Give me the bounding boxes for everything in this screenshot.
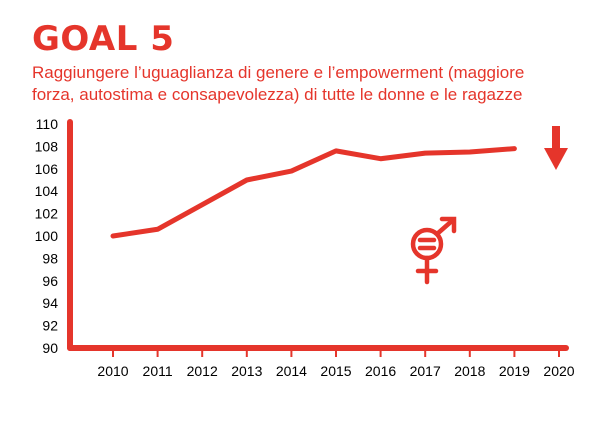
x-tick-label: 2012 [187,363,218,379]
x-tick-label: 2017 [410,363,441,379]
y-tick-label: 92 [42,318,58,334]
x-axis-ticks: 2010 2011 2012 2013 2014 2015 2016 2017 2018 2019… [97,348,575,379]
y-tick-label: 110 [36,116,59,132]
y-tick-label: 96 [42,273,58,289]
goal-subtitle: Raggiungere l’uguaglianza di genere e l’… [32,62,572,106]
x-tick-label: 2020 [543,363,574,379]
x-tick-label: 2010 [97,363,128,379]
x-tick-label: 2013 [231,363,262,379]
y-tick-label: 106 [35,161,59,177]
goal-title: GOAL 5 [32,19,175,59]
x-tick-label: 2015 [320,363,351,379]
series-line [110,146,517,239]
y-tick-label: 102 [35,206,59,222]
subtitle-line-2: forza, autostima e consapevolezza) di tu… [32,85,523,104]
subtitle-line-1: Raggiungere l’uguaglianza di genere e l’… [32,63,525,82]
x-tick-label: 2018 [454,363,485,379]
y-tick-label: 90 [42,340,58,356]
down-arrow-icon [544,126,568,170]
y-tick-label: 98 [42,250,58,266]
x-tick-label: 2014 [276,363,307,379]
gender-equality-icon [410,216,457,285]
y-tick-label: 100 [35,228,59,244]
y-tick-label: 104 [35,183,59,199]
y-axis-ticks: 90 92 94 96 98 100 102 104 106 108 110 [35,116,59,356]
x-tick-label: 2016 [365,363,396,379]
x-tick-label: 2011 [143,363,173,379]
y-tick-label: 94 [42,295,58,311]
x-tick-label: 2019 [499,363,530,379]
y-tick-label: 108 [35,138,59,154]
